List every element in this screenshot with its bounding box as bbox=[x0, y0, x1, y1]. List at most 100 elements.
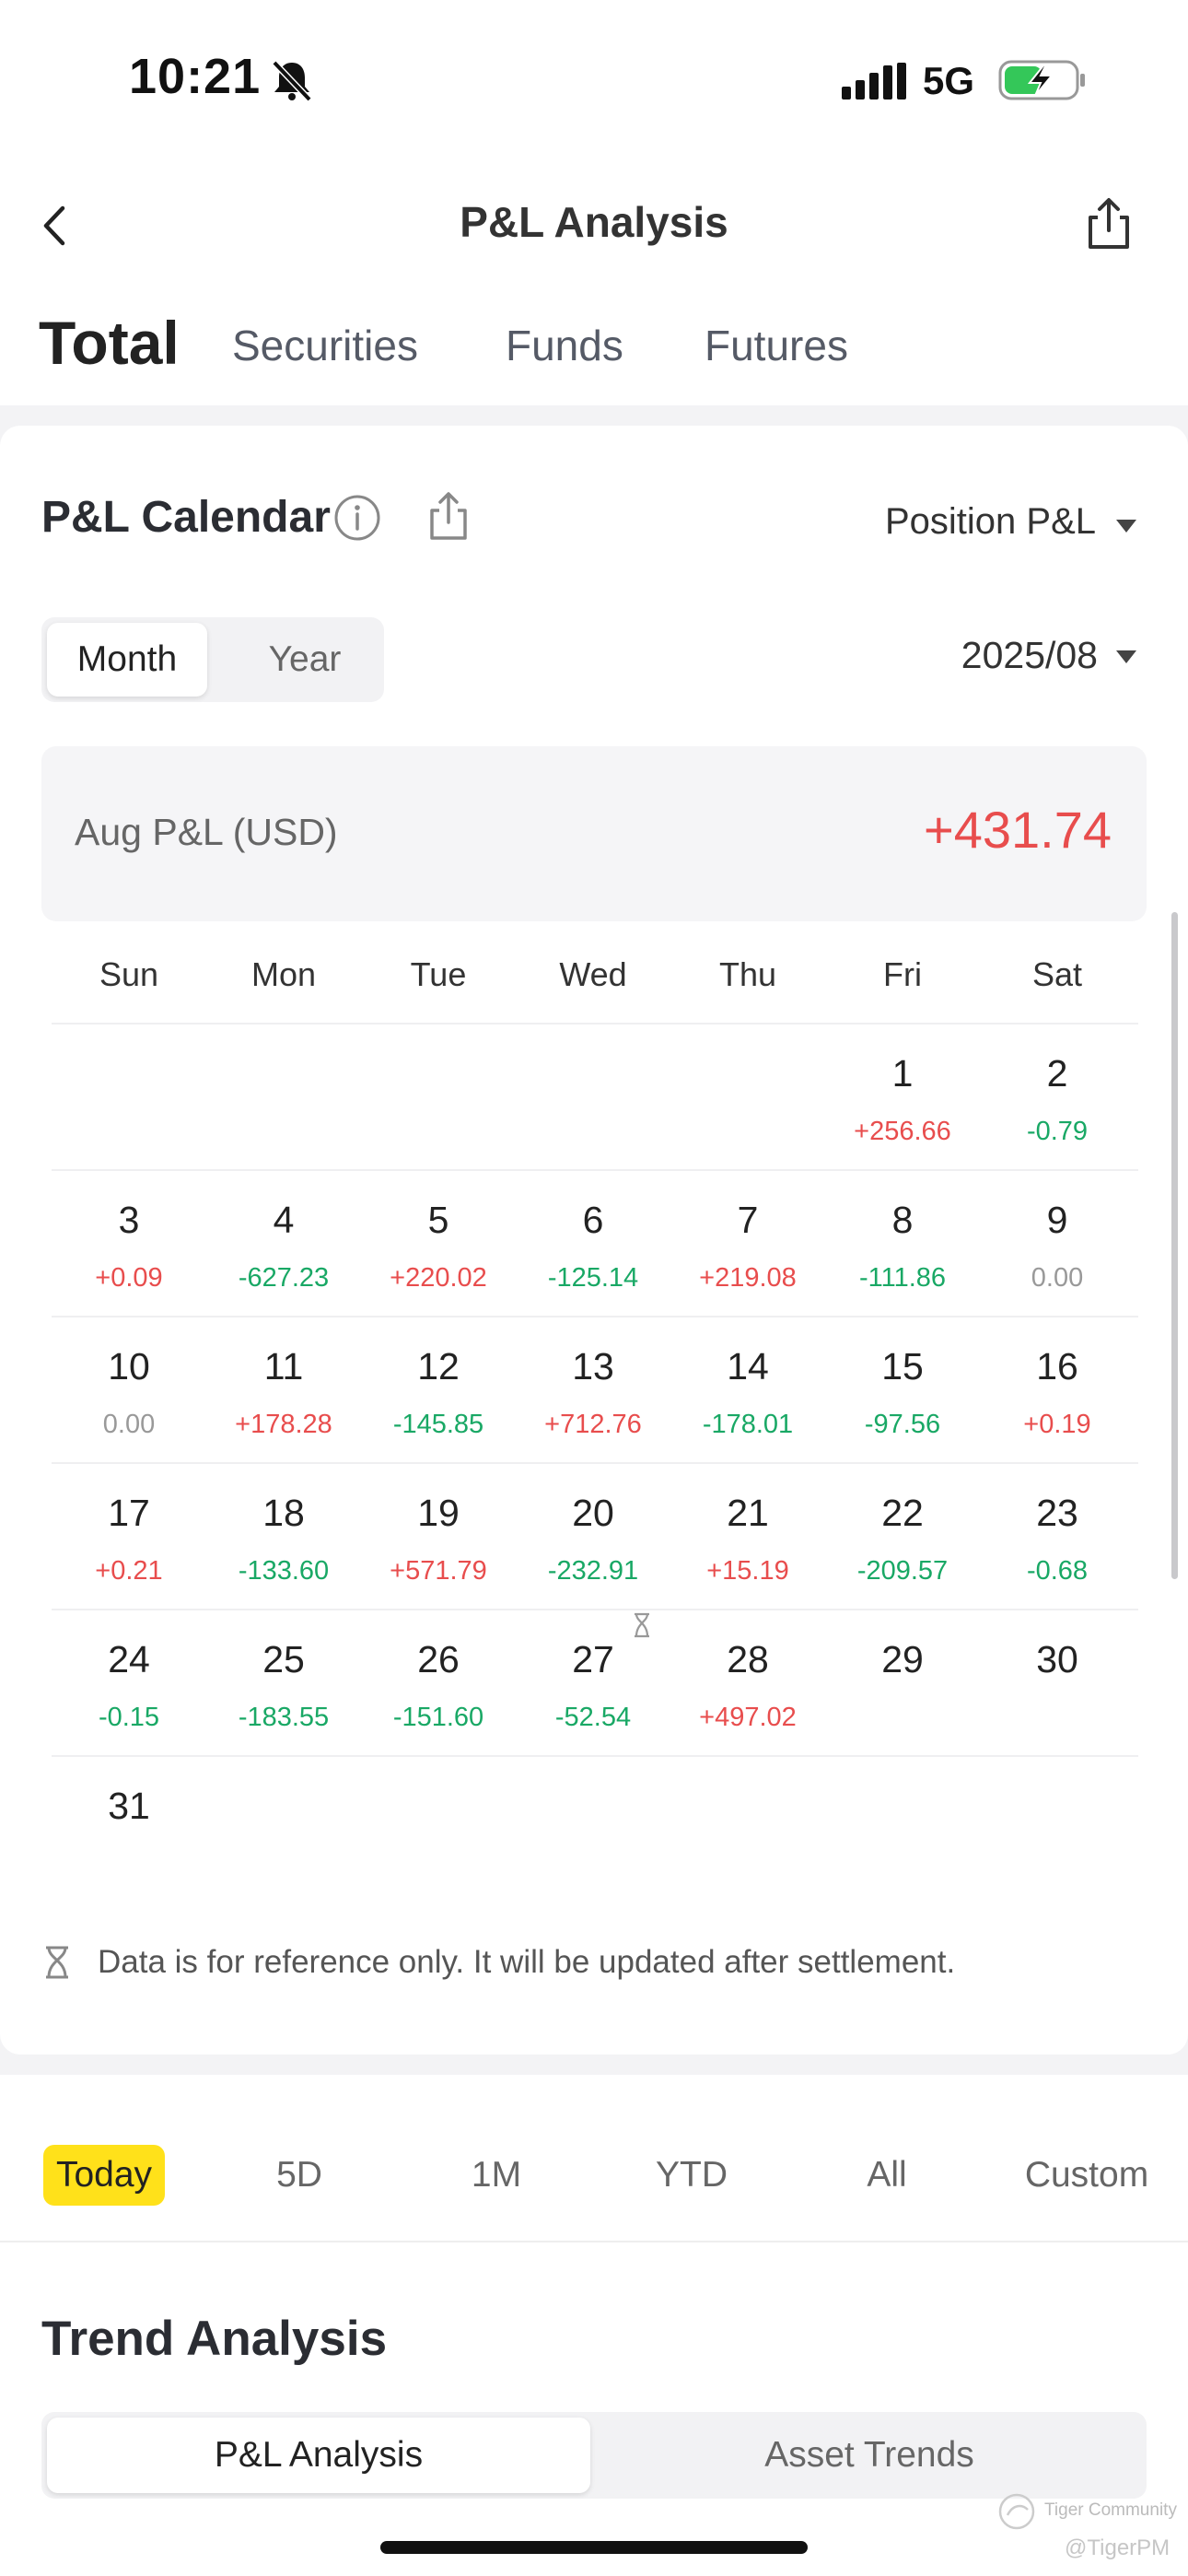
calendar-day-cell[interactable]: 13 +712.76 bbox=[516, 1317, 670, 1464]
day-number: 1 bbox=[891, 1052, 914, 1095]
dropdown-caret-icon bbox=[1116, 520, 1136, 533]
tab-total[interactable]: Total bbox=[39, 309, 180, 377]
calendar-day-cell[interactable]: 15 -97.56 bbox=[825, 1317, 980, 1464]
calendar-day-cell[interactable]: 6 -125.14 bbox=[516, 1171, 670, 1317]
day-pnl-value: -183.55 bbox=[238, 1703, 330, 1732]
day-number: 5 bbox=[427, 1199, 449, 1241]
summary-label: Aug P&L (USD) bbox=[75, 811, 338, 853]
day-number: 16 bbox=[1036, 1345, 1078, 1388]
calendar-day-cell[interactable]: 2 -0.79 bbox=[980, 1025, 1135, 1171]
day-number: 29 bbox=[881, 1638, 924, 1680]
calendar-day-cell[interactable]: 27 -52.54 bbox=[516, 1610, 670, 1757]
calendar-day-cell[interactable]: 26 -151.60 bbox=[361, 1610, 516, 1757]
calendar-week-row: 31 bbox=[52, 1755, 1138, 1902]
info-icon[interactable] bbox=[333, 494, 381, 542]
day-pnl-value: -0.68 bbox=[1026, 1556, 1089, 1586]
pnl-calendar-card: P&L Calendar Position P&L Month Year 202… bbox=[0, 426, 1188, 2055]
day-pnl-value: -627.23 bbox=[238, 1263, 330, 1293]
bell-muted-icon bbox=[272, 60, 312, 102]
navigation-bar: P&L Analysis bbox=[0, 157, 1188, 295]
share-icon[interactable] bbox=[1083, 195, 1135, 251]
calendar-day-cell[interactable]: 24 -0.15 bbox=[52, 1610, 206, 1757]
back-chevron-icon[interactable] bbox=[37, 203, 74, 249]
day-number: 27 bbox=[572, 1638, 614, 1680]
divider bbox=[0, 2241, 1188, 2242]
segment-year[interactable]: Year bbox=[268, 639, 342, 679]
period-custom[interactable]: Custom bbox=[1024, 2155, 1149, 2195]
day-number: 25 bbox=[262, 1638, 305, 1680]
network-label: 5G bbox=[923, 59, 975, 102]
calendar-day-cell[interactable]: 31 bbox=[52, 1757, 206, 1903]
day-pnl-value: -209.57 bbox=[856, 1556, 949, 1586]
cellular-signal-icon bbox=[842, 63, 906, 100]
tab-futures[interactable]: Futures bbox=[705, 322, 848, 369]
calendar-day-cell[interactable]: 5 +220.02 bbox=[361, 1171, 516, 1317]
day-number: 26 bbox=[417, 1638, 460, 1680]
month-selector[interactable]: 2025/08 bbox=[961, 634, 1098, 676]
calendar-week-row: 1 +256.66 2 -0.79 bbox=[52, 1023, 1138, 1169]
calendar-day-cell[interactable]: 4 -627.23 bbox=[206, 1171, 361, 1317]
calendar-day-cell[interactable]: 21 +15.19 bbox=[670, 1464, 825, 1610]
calendar-day-cell[interactable]: 29 bbox=[825, 1610, 980, 1757]
day-pnl-value: -111.86 bbox=[858, 1263, 947, 1293]
calendar-day-cell[interactable]: 3 +0.09 bbox=[52, 1171, 206, 1317]
segment-month[interactable]: Month bbox=[47, 623, 207, 697]
day-number: 28 bbox=[727, 1638, 769, 1680]
calendar-day-cell[interactable]: 28 +497.02 bbox=[670, 1610, 825, 1757]
calendar-day-cell[interactable]: 7 +219.08 bbox=[670, 1171, 825, 1317]
calendar-day-cell[interactable]: 10 0.00 bbox=[52, 1317, 206, 1464]
day-number: 19 bbox=[417, 1492, 460, 1534]
day-number: 18 bbox=[262, 1492, 305, 1534]
settlement-note: Data is for reference only. It will be u… bbox=[98, 1944, 956, 1980]
period-5d[interactable]: 5D bbox=[276, 2155, 322, 2195]
status-bar: 10:21 5G bbox=[0, 0, 1188, 157]
segment-asset-trends[interactable]: Asset Trends bbox=[764, 2435, 974, 2475]
day-pnl-value: -97.56 bbox=[864, 1410, 941, 1439]
day-pnl-value: -0.79 bbox=[1026, 1117, 1089, 1146]
segment-pnl-analysis[interactable]: P&L Analysis bbox=[47, 2418, 590, 2493]
day-number: 9 bbox=[1046, 1199, 1068, 1241]
calendar-day-cell[interactable]: 11 +178.28 bbox=[206, 1317, 361, 1464]
calendar-day-cell[interactable]: 23 -0.68 bbox=[980, 1464, 1135, 1610]
calendar-week-row: 10 0.00 11 +178.28 12 -145.85 13 +712.76 14 -178.… bbox=[52, 1316, 1138, 1462]
asset-tabs: Total Securities Funds Futures bbox=[0, 295, 1188, 405]
weekday-sat: Sat bbox=[1031, 955, 1083, 993]
calendar-share-icon[interactable] bbox=[425, 490, 472, 542]
calendar-day-cell[interactable]: 30 bbox=[980, 1610, 1135, 1757]
day-pnl-value: +220.02 bbox=[390, 1263, 487, 1293]
hourglass-icon bbox=[46, 1946, 68, 1979]
day-pnl-value: -0.15 bbox=[98, 1703, 160, 1732]
pnl-mode-dropdown[interactable]: Position P&L bbox=[884, 501, 1096, 542]
day-number: 6 bbox=[582, 1199, 604, 1241]
calendar-day-cell[interactable]: 16 +0.19 bbox=[980, 1317, 1135, 1464]
tab-funds[interactable]: Funds bbox=[506, 322, 623, 369]
period-ytd[interactable]: YTD bbox=[656, 2155, 728, 2195]
calendar-day-cell[interactable]: 12 -145.85 bbox=[361, 1317, 516, 1464]
calendar-day-cell[interactable]: 19 +571.79 bbox=[361, 1464, 516, 1610]
day-pnl-value: +256.66 bbox=[854, 1117, 951, 1146]
period-segment-control: Month Year bbox=[41, 617, 384, 702]
period-all[interactable]: All bbox=[867, 2155, 907, 2195]
day-number: 13 bbox=[572, 1345, 614, 1388]
day-number: 12 bbox=[417, 1345, 460, 1388]
period-1m[interactable]: 1M bbox=[471, 2155, 522, 2195]
day-pnl-value: +178.28 bbox=[235, 1410, 332, 1439]
watermark-handle: @TigerPM bbox=[1065, 2535, 1171, 2560]
calendar-day-cell[interactable]: 14 -178.01 bbox=[670, 1317, 825, 1464]
calendar-day-cell[interactable]: 22 -209.57 bbox=[825, 1464, 980, 1610]
calendar-day-cell[interactable]: 20 -232.91 bbox=[516, 1464, 670, 1610]
tab-securities[interactable]: Securities bbox=[232, 322, 418, 369]
day-number: 17 bbox=[108, 1492, 150, 1534]
period-today[interactable]: Today bbox=[43, 2145, 165, 2206]
calendar-week-row: 24 -0.15 25 -183.55 26 -151.60 27 -52.54 28 +497.… bbox=[52, 1609, 1138, 1755]
calendar-day-cell[interactable]: 25 -183.55 bbox=[206, 1610, 361, 1757]
home-indicator[interactable] bbox=[380, 2541, 808, 2554]
day-number: 20 bbox=[572, 1492, 614, 1534]
calendar-day-cell[interactable]: 18 -133.60 bbox=[206, 1464, 361, 1610]
calendar-day-cell[interactable]: 17 +0.21 bbox=[52, 1464, 206, 1610]
calendar-day-cell[interactable]: 9 0.00 bbox=[980, 1171, 1135, 1317]
calendar-day-cell[interactable]: 8 -111.86 bbox=[825, 1171, 980, 1317]
calendar-day-cell[interactable]: 1 +256.66 bbox=[825, 1025, 980, 1171]
weekday-fri: Fri bbox=[883, 955, 922, 993]
scrollbar[interactable] bbox=[1171, 912, 1178, 1579]
